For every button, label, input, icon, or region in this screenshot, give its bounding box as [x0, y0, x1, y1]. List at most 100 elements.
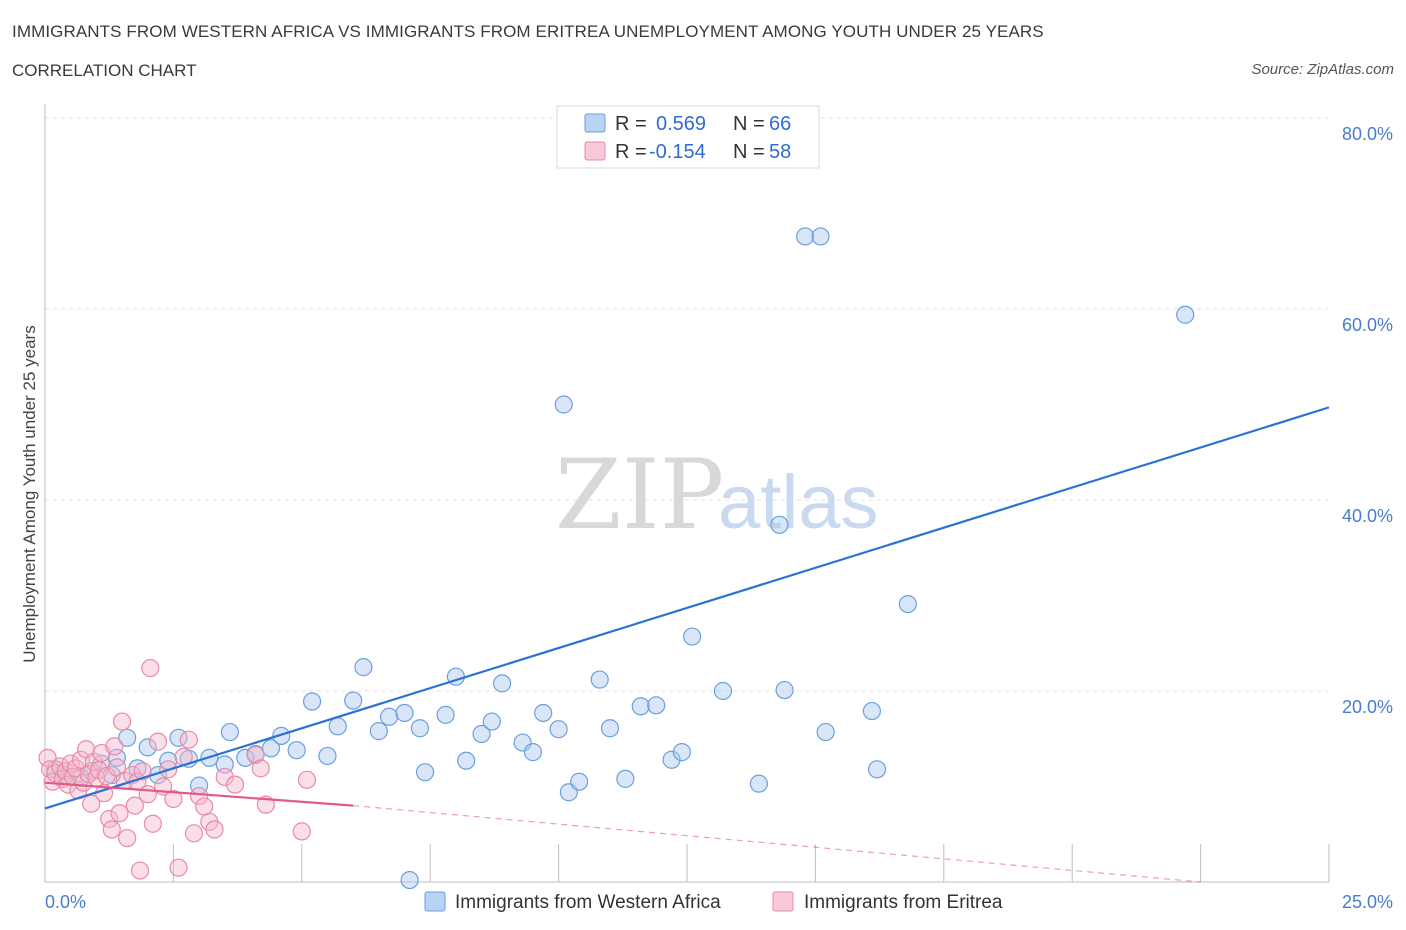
series-eritrea-points: [38, 658, 317, 880]
point-western-africa-17: [220, 722, 239, 742]
tick-labels: 20.0% 40.0% 60.0% 80.0% 0.0% 25.0%: [45, 124, 1393, 912]
point-eritrea-35: [133, 762, 152, 781]
point-western-africa-35: [457, 751, 476, 770]
watermark: ZIP atlas: [555, 439, 879, 551]
point-western-africa-9: [138, 738, 157, 757]
point-western-africa-48: [631, 697, 650, 716]
point-western-africa-29: [380, 707, 399, 726]
point-eritrea-53: [246, 745, 265, 765]
point-western-africa-51: [672, 743, 691, 762]
point-western-africa-56: [775, 680, 794, 700]
point-western-africa-7: [118, 728, 137, 747]
point-eritrea-54: [251, 759, 270, 778]
stats-r-label-blue: R =: [615, 113, 647, 135]
point-western-africa-23: [302, 692, 322, 711]
point-western-africa-40: [523, 743, 543, 762]
y-axis-label: Unemployment Among Youth under 25 years: [20, 325, 39, 662]
point-western-africa-31: [410, 719, 430, 738]
point-eritrea-42: [164, 789, 183, 809]
point-western-africa-30: [395, 703, 414, 723]
point-eritrea-45: [179, 730, 198, 749]
point-eritrea-27: [110, 804, 129, 823]
point-eritrea-16: [82, 794, 101, 813]
x-tick-label-1: 25.0%: [1342, 892, 1393, 912]
point-eritrea-50: [205, 820, 224, 839]
stats-r-label-pink: R =: [615, 141, 647, 163]
point-western-africa-26: [344, 691, 363, 710]
grid-lines: [45, 117, 1329, 692]
watermark-atlas: atlas: [718, 460, 879, 545]
point-western-africa-64: [400, 870, 419, 890]
stats-n-label-pink: N =: [733, 141, 765, 163]
point-western-africa-53: [713, 681, 733, 701]
point-eritrea-39: [148, 732, 168, 751]
point-western-africa-36: [472, 724, 491, 744]
point-eritrea-47: [189, 786, 209, 806]
point-eritrea-51: [215, 767, 234, 787]
legend-swatch-western-africa: [424, 891, 446, 912]
watermark-zip: ZIP: [555, 439, 724, 551]
point-western-africa-27: [354, 658, 373, 677]
stats-n-label-blue: N =: [733, 113, 765, 135]
point-western-africa-55: [770, 515, 789, 534]
point-eritrea-48: [195, 797, 214, 816]
point-western-africa-57: [796, 227, 815, 246]
point-western-africa-21: [272, 726, 291, 745]
point-eritrea-26: [107, 758, 127, 777]
trend-lines: [44, 406, 1330, 883]
point-eritrea-46: [184, 824, 204, 843]
point-eritrea-36: [138, 785, 157, 804]
point-western-africa-41: [534, 703, 553, 723]
point-eritrea-28: [112, 712, 132, 731]
stats-n-value-pink: 58: [769, 141, 791, 163]
point-eritrea-38: [143, 814, 162, 833]
point-western-africa-20: [261, 739, 281, 758]
point-western-africa-54: [749, 774, 769, 793]
y-tick-label-2: 60.0%: [1342, 315, 1393, 335]
point-western-africa-28: [369, 722, 388, 741]
point-western-africa-44: [570, 772, 589, 791]
x-tick-label-0: 0.0%: [45, 892, 86, 912]
legend-label-western-africa: Immigrants from Western Africa: [455, 892, 721, 913]
point-western-africa-33: [436, 705, 455, 724]
stats-r-value-pink: -0.154: [649, 141, 706, 163]
point-eritrea-52: [225, 775, 245, 794]
chart-subtitle: CORRELATION CHART: [12, 61, 197, 80]
axes: [44, 104, 1330, 883]
stats-r-value-blue: 0.569: [656, 113, 706, 135]
point-western-africa-65: [554, 395, 573, 414]
point-eritrea-24: [102, 820, 121, 839]
point-western-africa-49: [647, 696, 666, 715]
stats-swatch-blue: [584, 113, 606, 133]
legend-label-eritrea: Immigrants from Eritrea: [804, 892, 1003, 913]
point-western-africa-50: [662, 750, 681, 769]
series-western-africa-points: [46, 227, 1195, 890]
point-western-africa-16: [215, 755, 234, 774]
point-eritrea-34: [130, 861, 150, 880]
point-western-africa-63: [1176, 305, 1195, 324]
y-tick-label-0: 20.0%: [1342, 697, 1393, 717]
point-western-africa-37: [482, 712, 501, 731]
stats-legend: R = 0.569 N = 66 R = -0.154 N = 58: [556, 105, 820, 169]
point-western-africa-45: [590, 670, 609, 689]
stats-n-value-blue: 66: [769, 113, 791, 135]
point-western-africa-38: [493, 674, 512, 693]
point-western-africa-58: [811, 227, 830, 246]
chart-title: IMMIGRANTS FROM WESTERN AFRICA VS IMMIGR…: [12, 22, 1044, 41]
point-western-africa-60: [862, 701, 881, 721]
point-eritrea-25: [105, 737, 124, 756]
point-western-africa-47: [616, 769, 635, 788]
point-eritrea-32: [125, 796, 144, 815]
point-eritrea-56: [297, 770, 317, 789]
point-western-africa-22: [287, 741, 306, 760]
legend-swatch-eritrea: [772, 891, 794, 912]
point-western-africa-52: [683, 627, 702, 646]
point-western-africa-46: [600, 719, 620, 738]
point-eritrea-30: [118, 828, 137, 848]
trend-line-eritrea-extension: [353, 805, 1201, 883]
y-tick-label-1: 40.0%: [1342, 506, 1393, 526]
point-eritrea-0: [38, 748, 57, 767]
point-eritrea-23: [100, 809, 119, 829]
point-eritrea-37: [141, 658, 160, 678]
